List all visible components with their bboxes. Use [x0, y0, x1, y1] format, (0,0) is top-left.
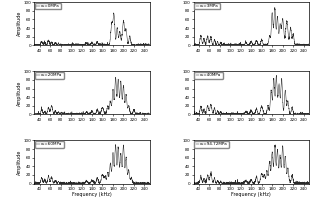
Legend: σ₁=60MPa: σ₁=60MPa — [35, 141, 64, 148]
X-axis label: Frequency (kHz): Frequency (kHz) — [72, 192, 112, 197]
Legend: σ₁=3MPa: σ₁=3MPa — [194, 3, 220, 9]
Y-axis label: Amplitude: Amplitude — [17, 149, 22, 175]
Legend: σ₁=40MPa: σ₁=40MPa — [194, 72, 223, 78]
Legend: σ₁=20MPa: σ₁=20MPa — [35, 72, 64, 78]
X-axis label: Frequency (kHz): Frequency (kHz) — [231, 192, 271, 197]
Legend: σ₁=0MPa: σ₁=0MPa — [35, 3, 61, 9]
Y-axis label: Amplitude: Amplitude — [17, 11, 22, 37]
Y-axis label: Amplitude: Amplitude — [17, 80, 22, 106]
Legend: σ₁=94.72MPa: σ₁=94.72MPa — [194, 141, 229, 148]
